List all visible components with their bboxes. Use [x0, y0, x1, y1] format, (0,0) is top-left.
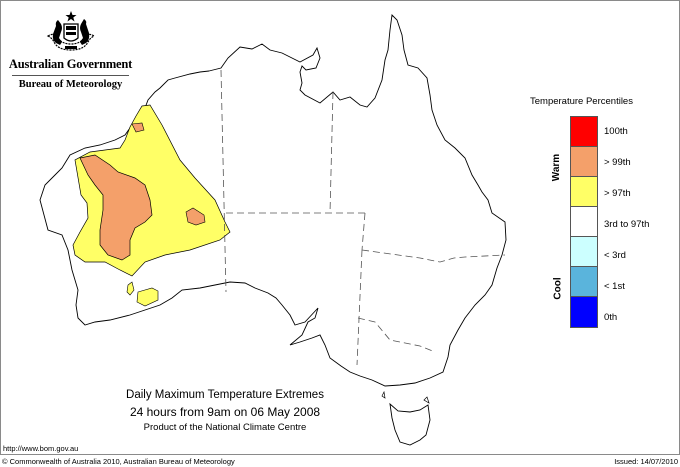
map-period: 24 hours from 9am on 06 May 2008 — [129, 405, 321, 419]
copyright-text: © Commonwealth of Australia 2010, Austra… — [2, 457, 235, 466]
region-gt-99th — [79, 154, 153, 261]
swatch-lt-1st — [571, 267, 597, 297]
state-borders — [220, 69, 506, 366]
legend-label: < 1st — [604, 281, 625, 292]
legend-title: Temperature Percentiles — [530, 96, 633, 107]
legend-label: > 97th — [604, 188, 631, 199]
map-title: Daily Maximum Temperature Extremes — [126, 389, 324, 401]
swatch-3rd-to-97th — [571, 207, 597, 237]
bureau-label: Bureau of Meteorology — [18, 79, 123, 90]
australia-map — [39, 14, 507, 446]
government-label: Australian Government — [8, 57, 133, 71]
legend-label: 0th — [604, 312, 618, 323]
tasmania-coastline — [389, 402, 431, 446]
bom-logo: Australian Government Bureau of Meteorol… — [8, 10, 133, 90]
cool-label: Cool — [552, 277, 564, 300]
legend-label: < 3rd — [604, 250, 626, 261]
swatch-gt-97th — [571, 177, 597, 207]
swatch-0th — [571, 297, 597, 327]
bom-url-link[interactable]: http://www.bom.gov.au — [3, 444, 79, 453]
legend-color-bar — [570, 116, 598, 328]
coat-of-arms-icon — [46, 11, 95, 51]
swatch-lt-3rd — [571, 237, 597, 267]
map-product: Product of the National Climate Centre — [143, 422, 307, 433]
swatch-gt-99th — [571, 147, 597, 177]
logo-divider — [12, 75, 129, 76]
warm-label: Warm — [551, 153, 563, 182]
swatch-100th — [571, 117, 597, 147]
legend-label: 3rd to 97th — [604, 219, 650, 230]
issued-date: Issued: 14/07/2010 — [614, 457, 678, 466]
legend-label: 100th — [604, 126, 628, 137]
legend-label: > 99th — [604, 157, 631, 168]
